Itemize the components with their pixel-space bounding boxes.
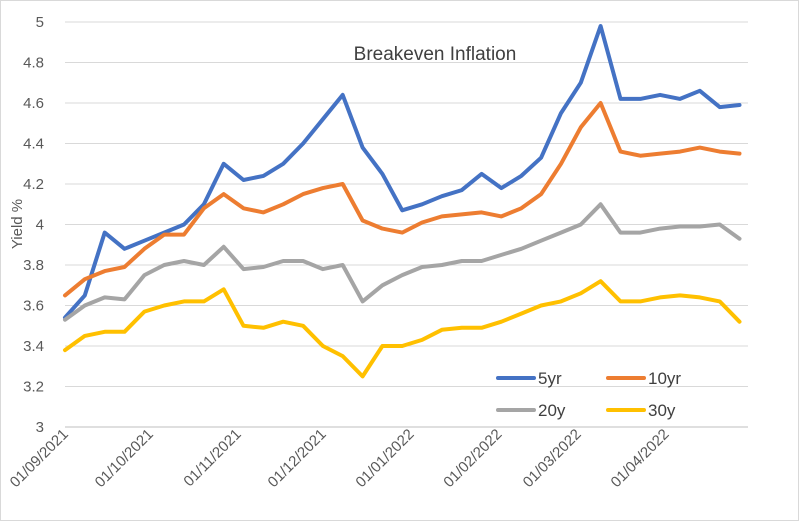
y-tick-label: 4.2 xyxy=(23,176,44,193)
series-lines xyxy=(63,24,742,379)
x-tick-labels: 01/09/2021 01/10/2021 01/11/2021 01/12/2021… xyxy=(7,426,673,491)
y-tick-label: 3 xyxy=(36,419,44,436)
y-tick-labels: 3 3.2 3.4 3.6 3.8 4 4.2 4.4 4.6 4.8 5 xyxy=(23,14,44,436)
legend-label-10yr: 10yr xyxy=(648,369,681,388)
series-line-5yr xyxy=(63,24,742,320)
legend: 5yr 10yr 20y 30y xyxy=(496,369,681,420)
y-tick-label: 4.8 xyxy=(23,55,44,72)
chart-title: Breakeven Inflation xyxy=(354,44,517,65)
series-line-20y xyxy=(63,202,742,322)
x-tick-label: 01/04/2022 xyxy=(608,426,673,491)
x-tick-label: 01/10/2021 xyxy=(92,426,157,491)
series-line-30y xyxy=(63,279,742,379)
legend-label-30y: 30y xyxy=(648,401,676,420)
y-tick-label: 4.4 xyxy=(23,136,44,153)
x-tick-label: 01/12/2021 xyxy=(265,426,330,491)
y-tick-label: 3.6 xyxy=(23,298,44,315)
legend-label-20y: 20y xyxy=(538,401,566,420)
y-tick-label: 3.4 xyxy=(23,338,44,355)
y-tick-label: 3.2 xyxy=(23,379,44,396)
y-tick-label: 4 xyxy=(36,217,44,234)
legend-label-5yr: 5yr xyxy=(538,369,562,388)
y-axis-label: Yield % xyxy=(9,199,26,249)
x-tick-label: 01/01/2022 xyxy=(352,426,417,491)
x-tick-label: 01/11/2021 xyxy=(180,426,244,490)
series-line-10yr xyxy=(63,101,742,298)
y-tick-label: 3.8 xyxy=(23,257,44,274)
y-tick-label: 5 xyxy=(36,14,44,31)
x-tick-label: 01/03/2022 xyxy=(520,426,585,491)
y-tick-label: 4.6 xyxy=(23,95,44,112)
gridlines xyxy=(65,21,748,387)
x-tick-label: 01/02/2022 xyxy=(440,426,505,491)
